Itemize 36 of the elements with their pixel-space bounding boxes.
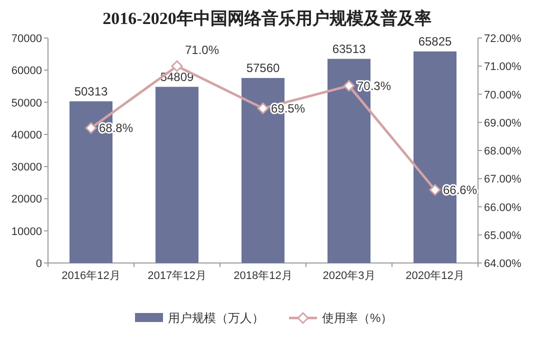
legend-label: 用户规模（万人） [168, 311, 264, 325]
y-tick-label: 20000 [11, 194, 42, 206]
data-label: 65825 [418, 34, 452, 48]
point [343, 80, 355, 92]
bar [156, 86, 198, 263]
data-label: 71.0% [185, 43, 220, 58]
point [85, 122, 97, 134]
y2-tick-label: 69.00% [484, 117, 522, 130]
x-tick-label: 2018年12月 [234, 270, 292, 282]
y-tick-label: 70000 [11, 33, 42, 45]
y2-tick-label: 70.00% [484, 89, 522, 102]
x-tick-label: 2016年12月 [62, 270, 120, 282]
y2-tick-label: 71.00% [484, 61, 522, 74]
y-tick-label: 40000 [11, 129, 42, 142]
y2-tick-label: 64.00% [484, 258, 522, 270]
y2-tick-label: 68.00% [484, 146, 522, 158]
y2-tick-label: 72.00% [484, 33, 522, 45]
chart-title: 2016-2020年中国网络音乐用户规模及普及率 [102, 8, 432, 28]
data-label: 63513 [332, 42, 366, 56]
data-label: 57560 [246, 60, 280, 75]
y-tick-label: 30000 [11, 162, 42, 174]
y-tick-label: 10000 [11, 226, 42, 238]
y-tick-label: 0 [36, 258, 42, 270]
x-tick-label: 2017年12月 [148, 270, 206, 282]
y2-tick-label: 67.00% [484, 174, 522, 186]
y-tick-label: 50000 [11, 97, 42, 110]
x-tick-label: 2020年3月 [322, 270, 376, 282]
data-label: 50313 [74, 84, 108, 98]
y-tick-label: 60000 [11, 65, 42, 78]
point [429, 184, 441, 196]
y2-tick-label: 65.00% [484, 230, 522, 242]
y2-tick-label: 66.00% [484, 202, 522, 214]
x-tick-label: 2020年12月 [406, 270, 464, 282]
point [171, 60, 183, 72]
point [257, 102, 269, 114]
legend-label: 使用率（%） [322, 311, 393, 325]
